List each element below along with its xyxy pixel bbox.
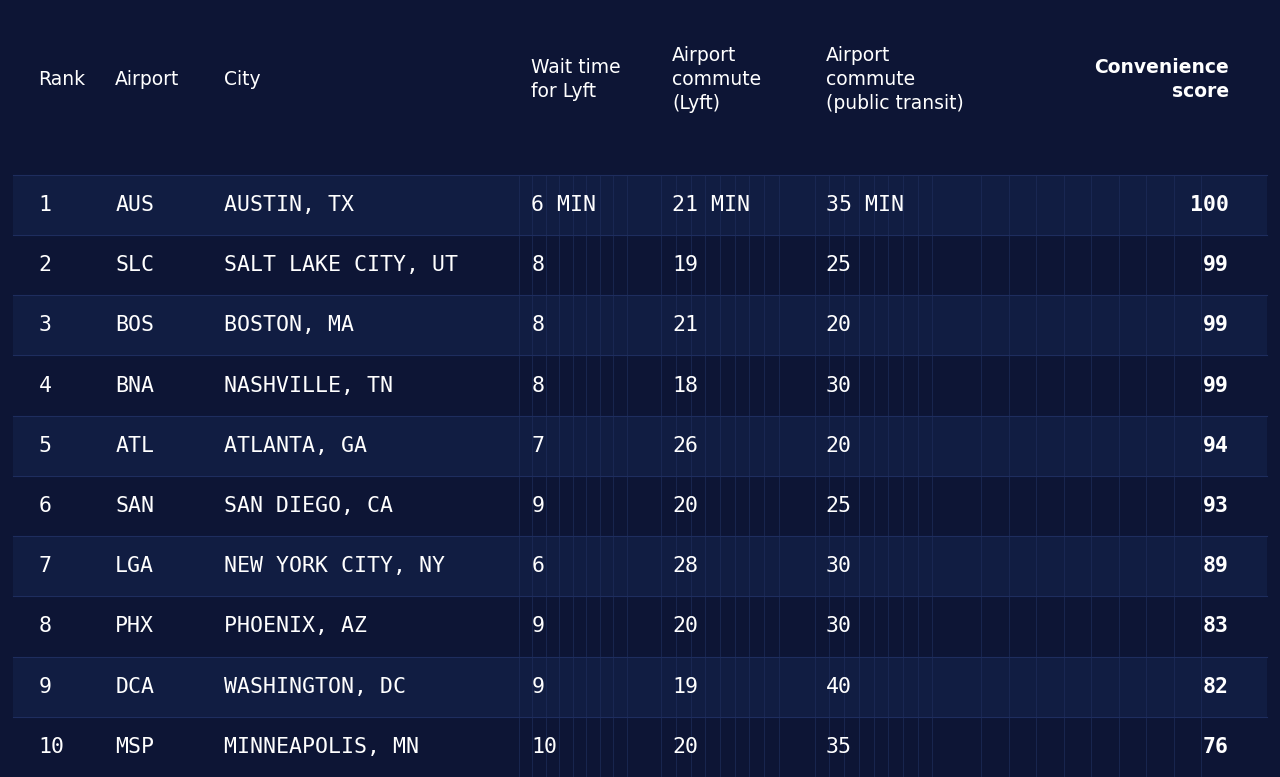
Text: Rank: Rank	[38, 70, 86, 89]
Text: BOSTON, MA: BOSTON, MA	[224, 315, 355, 336]
Text: Wait time
for Lyft: Wait time for Lyft	[531, 58, 621, 101]
Text: 19: 19	[672, 677, 698, 697]
Bar	[13, 416, 1267, 476]
Text: 99: 99	[1203, 255, 1229, 275]
Text: 4: 4	[38, 375, 51, 395]
Text: 21 MIN: 21 MIN	[672, 195, 750, 215]
Text: 9: 9	[531, 616, 544, 636]
Text: PHOENIX, AZ: PHOENIX, AZ	[224, 616, 367, 636]
Bar	[13, 597, 1267, 657]
Text: 25: 25	[826, 496, 851, 516]
Text: 40: 40	[826, 677, 851, 697]
Text: NEW YORK CITY, NY: NEW YORK CITY, NY	[224, 556, 445, 577]
Text: 8: 8	[531, 375, 544, 395]
Text: 20: 20	[672, 737, 698, 757]
Text: 21: 21	[672, 315, 698, 336]
Text: Airport
commute
(public transit): Airport commute (public transit)	[826, 46, 964, 113]
Text: 26: 26	[672, 436, 698, 456]
Text: BNA: BNA	[115, 375, 154, 395]
Text: SLC: SLC	[115, 255, 154, 275]
Text: City: City	[224, 70, 261, 89]
Text: 99: 99	[1203, 315, 1229, 336]
Text: 10: 10	[38, 737, 64, 757]
Text: 2: 2	[38, 255, 51, 275]
Text: 9: 9	[531, 496, 544, 516]
Text: 8: 8	[531, 255, 544, 275]
Text: 35 MIN: 35 MIN	[826, 195, 904, 215]
Text: 89: 89	[1203, 556, 1229, 577]
Bar	[13, 657, 1267, 716]
Bar	[13, 235, 1267, 295]
Text: 6 MIN: 6 MIN	[531, 195, 596, 215]
Text: 6: 6	[531, 556, 544, 577]
Text: NASHVILLE, TN: NASHVILLE, TN	[224, 375, 393, 395]
Bar	[13, 716, 1267, 777]
Text: 7: 7	[38, 556, 51, 577]
Text: 99: 99	[1203, 375, 1229, 395]
Text: LGA: LGA	[115, 556, 154, 577]
Text: 10: 10	[531, 737, 557, 757]
Text: 5: 5	[38, 436, 51, 456]
Text: 1: 1	[38, 195, 51, 215]
Text: 30: 30	[826, 556, 851, 577]
Text: AUSTIN, TX: AUSTIN, TX	[224, 195, 355, 215]
Text: 9: 9	[531, 677, 544, 697]
Text: 8: 8	[38, 616, 51, 636]
Text: Airport
commute
(Lyft): Airport commute (Lyft)	[672, 46, 762, 113]
Bar	[13, 476, 1267, 536]
Text: ATLANTA, GA: ATLANTA, GA	[224, 436, 367, 456]
Text: BOS: BOS	[115, 315, 154, 336]
Text: 100: 100	[1190, 195, 1229, 215]
Text: DCA: DCA	[115, 677, 154, 697]
Bar	[13, 356, 1267, 416]
Text: 30: 30	[826, 375, 851, 395]
Text: 19: 19	[672, 255, 698, 275]
Text: Airport: Airport	[115, 70, 179, 89]
Text: SAN: SAN	[115, 496, 154, 516]
Text: Convenience
score: Convenience score	[1094, 58, 1229, 101]
Text: 20: 20	[672, 496, 698, 516]
Text: PHX: PHX	[115, 616, 154, 636]
Text: MSP: MSP	[115, 737, 154, 757]
Text: AUS: AUS	[115, 195, 154, 215]
Text: 28: 28	[672, 556, 698, 577]
Text: 94: 94	[1203, 436, 1229, 456]
Text: WASHINGTON, DC: WASHINGTON, DC	[224, 677, 406, 697]
Text: 35: 35	[826, 737, 851, 757]
Text: 8: 8	[531, 315, 544, 336]
Text: SALT LAKE CITY, UT: SALT LAKE CITY, UT	[224, 255, 458, 275]
Text: 25: 25	[826, 255, 851, 275]
Bar	[13, 295, 1267, 356]
Text: 82: 82	[1203, 677, 1229, 697]
Text: ATL: ATL	[115, 436, 154, 456]
Text: 20: 20	[672, 616, 698, 636]
Text: 3: 3	[38, 315, 51, 336]
Bar	[13, 536, 1267, 597]
Text: 6: 6	[38, 496, 51, 516]
Text: 76: 76	[1203, 737, 1229, 757]
Text: 7: 7	[531, 436, 544, 456]
Text: 30: 30	[826, 616, 851, 636]
Text: 18: 18	[672, 375, 698, 395]
Text: SAN DIEGO, CA: SAN DIEGO, CA	[224, 496, 393, 516]
Text: 20: 20	[826, 315, 851, 336]
Text: 20: 20	[826, 436, 851, 456]
Text: 83: 83	[1203, 616, 1229, 636]
Text: 93: 93	[1203, 496, 1229, 516]
Bar	[13, 175, 1267, 235]
Text: 9: 9	[38, 677, 51, 697]
Text: MINNEAPOLIS, MN: MINNEAPOLIS, MN	[224, 737, 419, 757]
